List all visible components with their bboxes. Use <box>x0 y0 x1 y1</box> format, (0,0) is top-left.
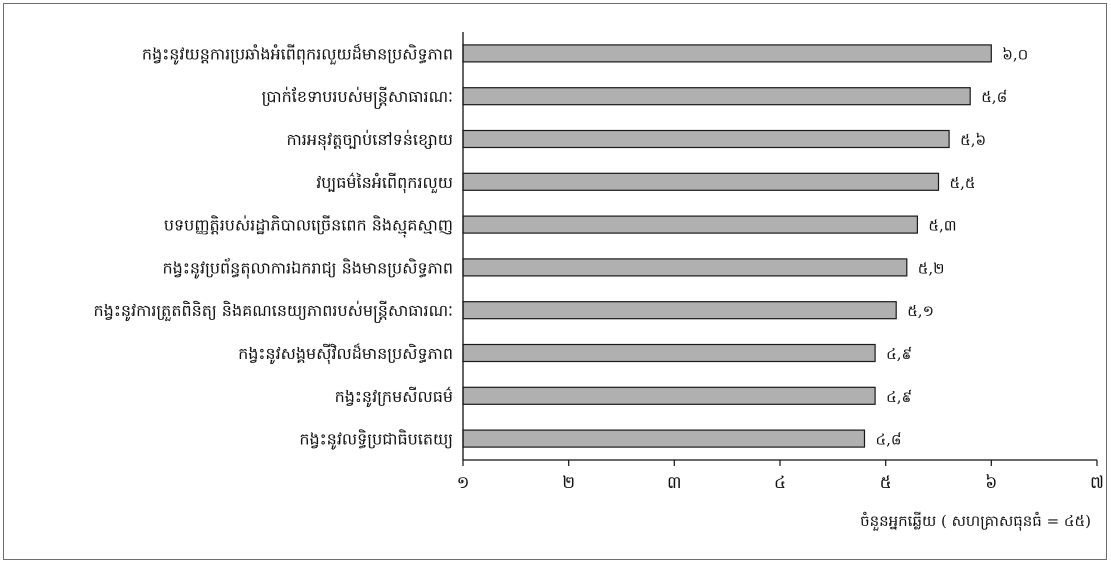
x-tick-label: ៤ <box>774 473 786 493</box>
bar <box>462 44 992 63</box>
category-label: ការអនុវត្តច្បាប់នៅទន់ខ្សោយ <box>287 129 453 151</box>
x-tick-label: ៦ <box>985 473 997 493</box>
bar <box>462 343 876 363</box>
bar <box>462 258 908 277</box>
bar <box>462 172 940 191</box>
bar <box>462 215 918 234</box>
value-label: ៤,៨ <box>876 431 902 449</box>
x-tick-label: ១ <box>457 473 470 493</box>
value-label: ៤,៩ <box>886 388 912 406</box>
x-tick-label: ៣ <box>667 473 682 493</box>
bar <box>462 301 897 320</box>
category-label: កង្វះនូវការត្រួតពិនិត្យ និងគណនេយ្យភាពរបស… <box>94 300 454 324</box>
category-label: កង្វះនូវសង្គមស៊ីវិលដ៏មានប្រសិទ្ធភាព <box>238 343 453 365</box>
bar <box>462 129 950 149</box>
bar <box>462 429 866 448</box>
category-label: កង្វះនូវប្រព័ន្ធតុលាការឯករាជ្យ និងមានប្រ… <box>163 257 453 279</box>
value-label: ៥,៨ <box>981 88 1007 106</box>
value-label: ៥,៥ <box>950 174 976 192</box>
category-label: វប្បធម៌នៃអំពើពុករលួយ <box>316 172 453 194</box>
value-label: ៥,១ <box>907 302 934 320</box>
category-label: កង្វះនូវក្រមសីលធម៌ <box>335 386 453 408</box>
value-label: ៤,៩ <box>886 345 912 363</box>
category-label: កង្វះនូវយន្តការប្រឆាំងអំពើពុករលួយដ៏មានប្… <box>142 43 453 65</box>
value-label: ៥,៣ <box>928 217 956 235</box>
value-label: ៥,៦ <box>960 131 986 149</box>
x-axis-title: ចំនួនអ្នកឆ្លើយ ( សហគ្រាសធុនធំ = ៤៥) <box>860 511 1091 531</box>
category-label: ប្រាក់ខែទាបរបស់មន្ត្រីសាធារណៈ <box>262 86 453 110</box>
category-label: បទបញ្ញត្តិរបស់រដ្ឋាភិបាលច្រើនពេក និងស្មុ… <box>164 215 453 239</box>
x-axis: ១ ២ ៣ ៤ ៥ ៦ ៧ <box>457 32 1104 493</box>
x-tick-label: ៥ <box>880 473 892 493</box>
bars-layer: កង្វះនូវយន្តការប្រឆាំងអំពើពុករលួយដ៏មានប្… <box>94 43 1029 450</box>
category-label: កង្វះនូវលទ្ធិប្រជាធិបតេយ្យ <box>299 429 453 451</box>
x-tick-label: ៧ <box>1090 473 1104 493</box>
bar <box>462 386 876 405</box>
bar <box>462 87 971 106</box>
x-tick-label: ២ <box>562 473 575 493</box>
value-label: ៥,២ <box>918 259 945 277</box>
value-label: ៦,០ <box>1002 45 1028 63</box>
